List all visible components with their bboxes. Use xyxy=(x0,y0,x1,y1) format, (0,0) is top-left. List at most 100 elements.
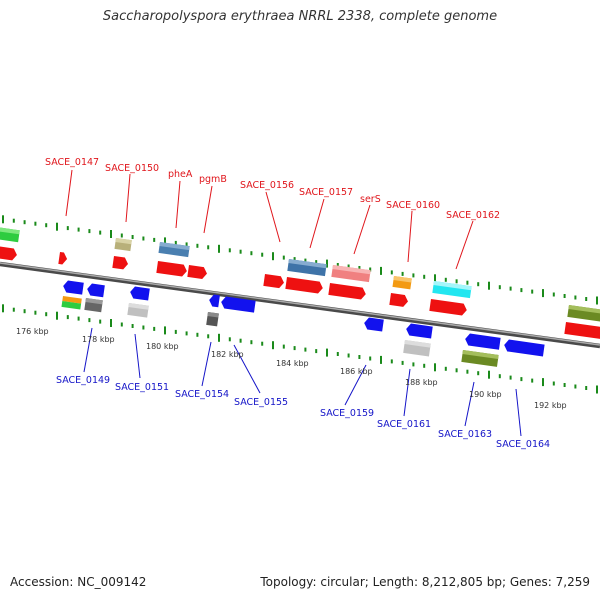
major-tick xyxy=(2,215,4,224)
minor-tick xyxy=(23,309,26,314)
minor-tick xyxy=(207,334,210,339)
gene-arrow[interactable] xyxy=(285,277,323,294)
minor-tick xyxy=(401,271,404,276)
gene-label[interactable]: SACE_0149 xyxy=(56,375,110,386)
minor-tick xyxy=(239,338,242,343)
minor-tick xyxy=(207,245,210,250)
gene-arrow[interactable] xyxy=(0,246,18,261)
gene-arrow[interactable] xyxy=(389,293,408,307)
major-tick xyxy=(2,304,4,313)
gene-label[interactable]: SACE_0161 xyxy=(377,419,431,430)
gene-feature[interactable] xyxy=(461,350,499,367)
gene-feature[interactable] xyxy=(61,296,82,310)
gene-arrow[interactable] xyxy=(220,296,256,313)
kbp-label: 192 kbp xyxy=(534,401,567,410)
gene-arrow[interactable] xyxy=(112,256,129,270)
gene-label[interactable]: SACE_0163 xyxy=(438,429,492,440)
gene-arrow[interactable] xyxy=(62,280,84,295)
gene-label[interactable]: SACE_0155 xyxy=(234,397,288,408)
gene-feature[interactable] xyxy=(206,312,219,327)
minor-tick xyxy=(498,285,501,290)
minor-tick xyxy=(131,324,134,328)
gene-label[interactable]: SACE_0150 xyxy=(105,163,159,174)
minor-tick xyxy=(142,325,145,330)
minor-tick xyxy=(12,307,15,312)
gene-arrow[interactable] xyxy=(363,317,384,332)
gene-label[interactable]: pheA xyxy=(168,169,193,180)
gene-arrow[interactable] xyxy=(464,333,501,350)
gene-feature[interactable] xyxy=(567,305,600,323)
gene-arrow[interactable] xyxy=(86,283,105,298)
gene-arrow[interactable] xyxy=(429,299,467,316)
minor-tick xyxy=(455,368,458,373)
major-tick xyxy=(218,244,220,253)
major-tick xyxy=(326,259,328,268)
gene-feature[interactable] xyxy=(287,259,327,277)
gene-label[interactable]: SACE_0164 xyxy=(496,439,550,450)
gene-feature[interactable] xyxy=(114,238,132,252)
minor-tick xyxy=(250,251,253,256)
gene-label[interactable]: SACE_0154 xyxy=(175,389,229,400)
major-tick xyxy=(542,289,544,298)
minor-tick xyxy=(304,347,307,352)
minor-tick xyxy=(358,266,361,270)
minor-tick xyxy=(261,341,264,346)
gene-arrow[interactable] xyxy=(58,252,68,265)
minor-tick xyxy=(23,220,26,225)
gene-label[interactable]: SACE_0162 xyxy=(446,210,500,221)
gene-feature[interactable] xyxy=(432,281,472,299)
minor-tick xyxy=(45,223,48,228)
gene-label[interactable]: SACE_0160 xyxy=(386,200,440,211)
gene-feature[interactable] xyxy=(0,227,20,243)
gene-feature[interactable] xyxy=(392,276,412,290)
minor-tick xyxy=(369,267,372,272)
gene-feature[interactable] xyxy=(403,340,431,357)
minor-tick xyxy=(153,237,156,242)
minor-tick xyxy=(336,263,339,267)
minor-tick xyxy=(77,316,80,321)
major-tick xyxy=(434,274,436,283)
minor-tick xyxy=(358,355,361,359)
gene-label[interactable]: pgmB xyxy=(199,174,227,185)
gene-label[interactable]: SACE_0151 xyxy=(115,382,169,393)
minor-tick xyxy=(45,312,48,317)
major-tick xyxy=(488,370,490,379)
gene-arrow[interactable] xyxy=(405,323,433,339)
gene-feature[interactable] xyxy=(127,303,149,318)
gene-arrow[interactable] xyxy=(156,261,187,277)
gene-arrow[interactable] xyxy=(129,286,150,301)
minor-tick xyxy=(552,292,555,297)
gene-arrow[interactable] xyxy=(503,339,545,357)
minor-tick xyxy=(423,363,426,368)
gene-label[interactable]: SACE_0156 xyxy=(240,180,294,191)
reverse-genes xyxy=(61,280,545,367)
topology-text: Topology: circular; Length: 8,212,805 bp… xyxy=(260,575,590,589)
gene-arrow[interactable] xyxy=(328,283,366,300)
gene-feature[interactable] xyxy=(331,265,371,283)
gene-label[interactable]: serS xyxy=(360,194,381,205)
minor-tick xyxy=(531,289,534,294)
minor-tick xyxy=(563,383,566,387)
gene-label[interactable]: SACE_0157 xyxy=(299,187,353,198)
minor-tick xyxy=(466,280,469,285)
gene-arrow[interactable] xyxy=(564,322,600,339)
gene-arrow[interactable] xyxy=(263,274,284,289)
major-tick xyxy=(542,378,544,387)
minor-tick xyxy=(498,374,501,379)
minor-tick xyxy=(142,236,145,241)
major-tick xyxy=(164,237,166,246)
gene-label[interactable]: SACE_0159 xyxy=(320,408,374,419)
gene-arrow[interactable] xyxy=(208,294,220,308)
gene-feature[interactable] xyxy=(84,298,103,313)
gene-feature[interactable] xyxy=(158,242,190,258)
kbp-label: 178 kbp xyxy=(82,335,115,344)
major-tick xyxy=(488,281,490,290)
minor-tick xyxy=(250,340,253,345)
kbp-label: 190 kbp xyxy=(469,390,502,399)
minor-tick xyxy=(574,295,577,300)
gene-arrow[interactable] xyxy=(187,265,207,280)
genome-backbone-highlight xyxy=(0,262,600,346)
major-tick xyxy=(272,341,274,350)
gene-label[interactable]: SACE_0147 xyxy=(45,157,99,168)
minor-tick xyxy=(520,288,523,293)
